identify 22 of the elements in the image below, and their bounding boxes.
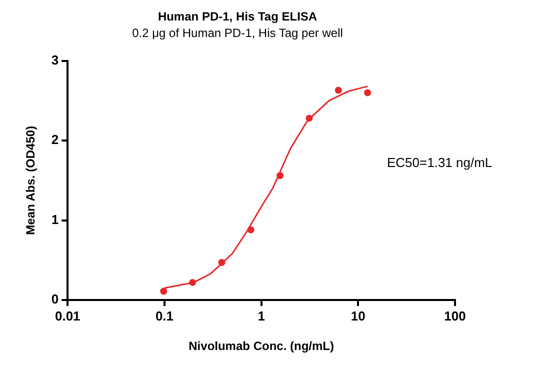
x-tick-label: 100 [444, 308, 466, 324]
chart-subtitle: 0.2 μg of Human PD-1, His Tag per well [132, 26, 343, 40]
x-tick-label: 0.01 [54, 308, 80, 324]
point [247, 226, 254, 234]
point [189, 278, 196, 286]
annotation: EC50=1.31 ng/mL [387, 155, 492, 170]
point [364, 89, 372, 96]
point [160, 288, 168, 295]
x-tick-label: 10 [350, 308, 366, 324]
x-tick-label: 1 [258, 308, 265, 324]
point [276, 172, 284, 180]
y-tick-label: 2 [51, 132, 59, 148]
y-tick-label: 0 [51, 292, 59, 307]
point [218, 259, 226, 266]
point [306, 114, 313, 122]
x-tick-label: 0.1 [155, 308, 174, 324]
y-tick-label: 1 [51, 212, 59, 227]
chart-title: Human PD-1, His Tag ELISA [158, 10, 318, 24]
y-tick-label: 3 [51, 52, 59, 68]
x-axis-title: Nivolumab Conc. (ng/mL) [188, 339, 334, 354]
y-axis-title: Mean Abs. (OD450) [24, 126, 38, 235]
point [334, 86, 342, 94]
